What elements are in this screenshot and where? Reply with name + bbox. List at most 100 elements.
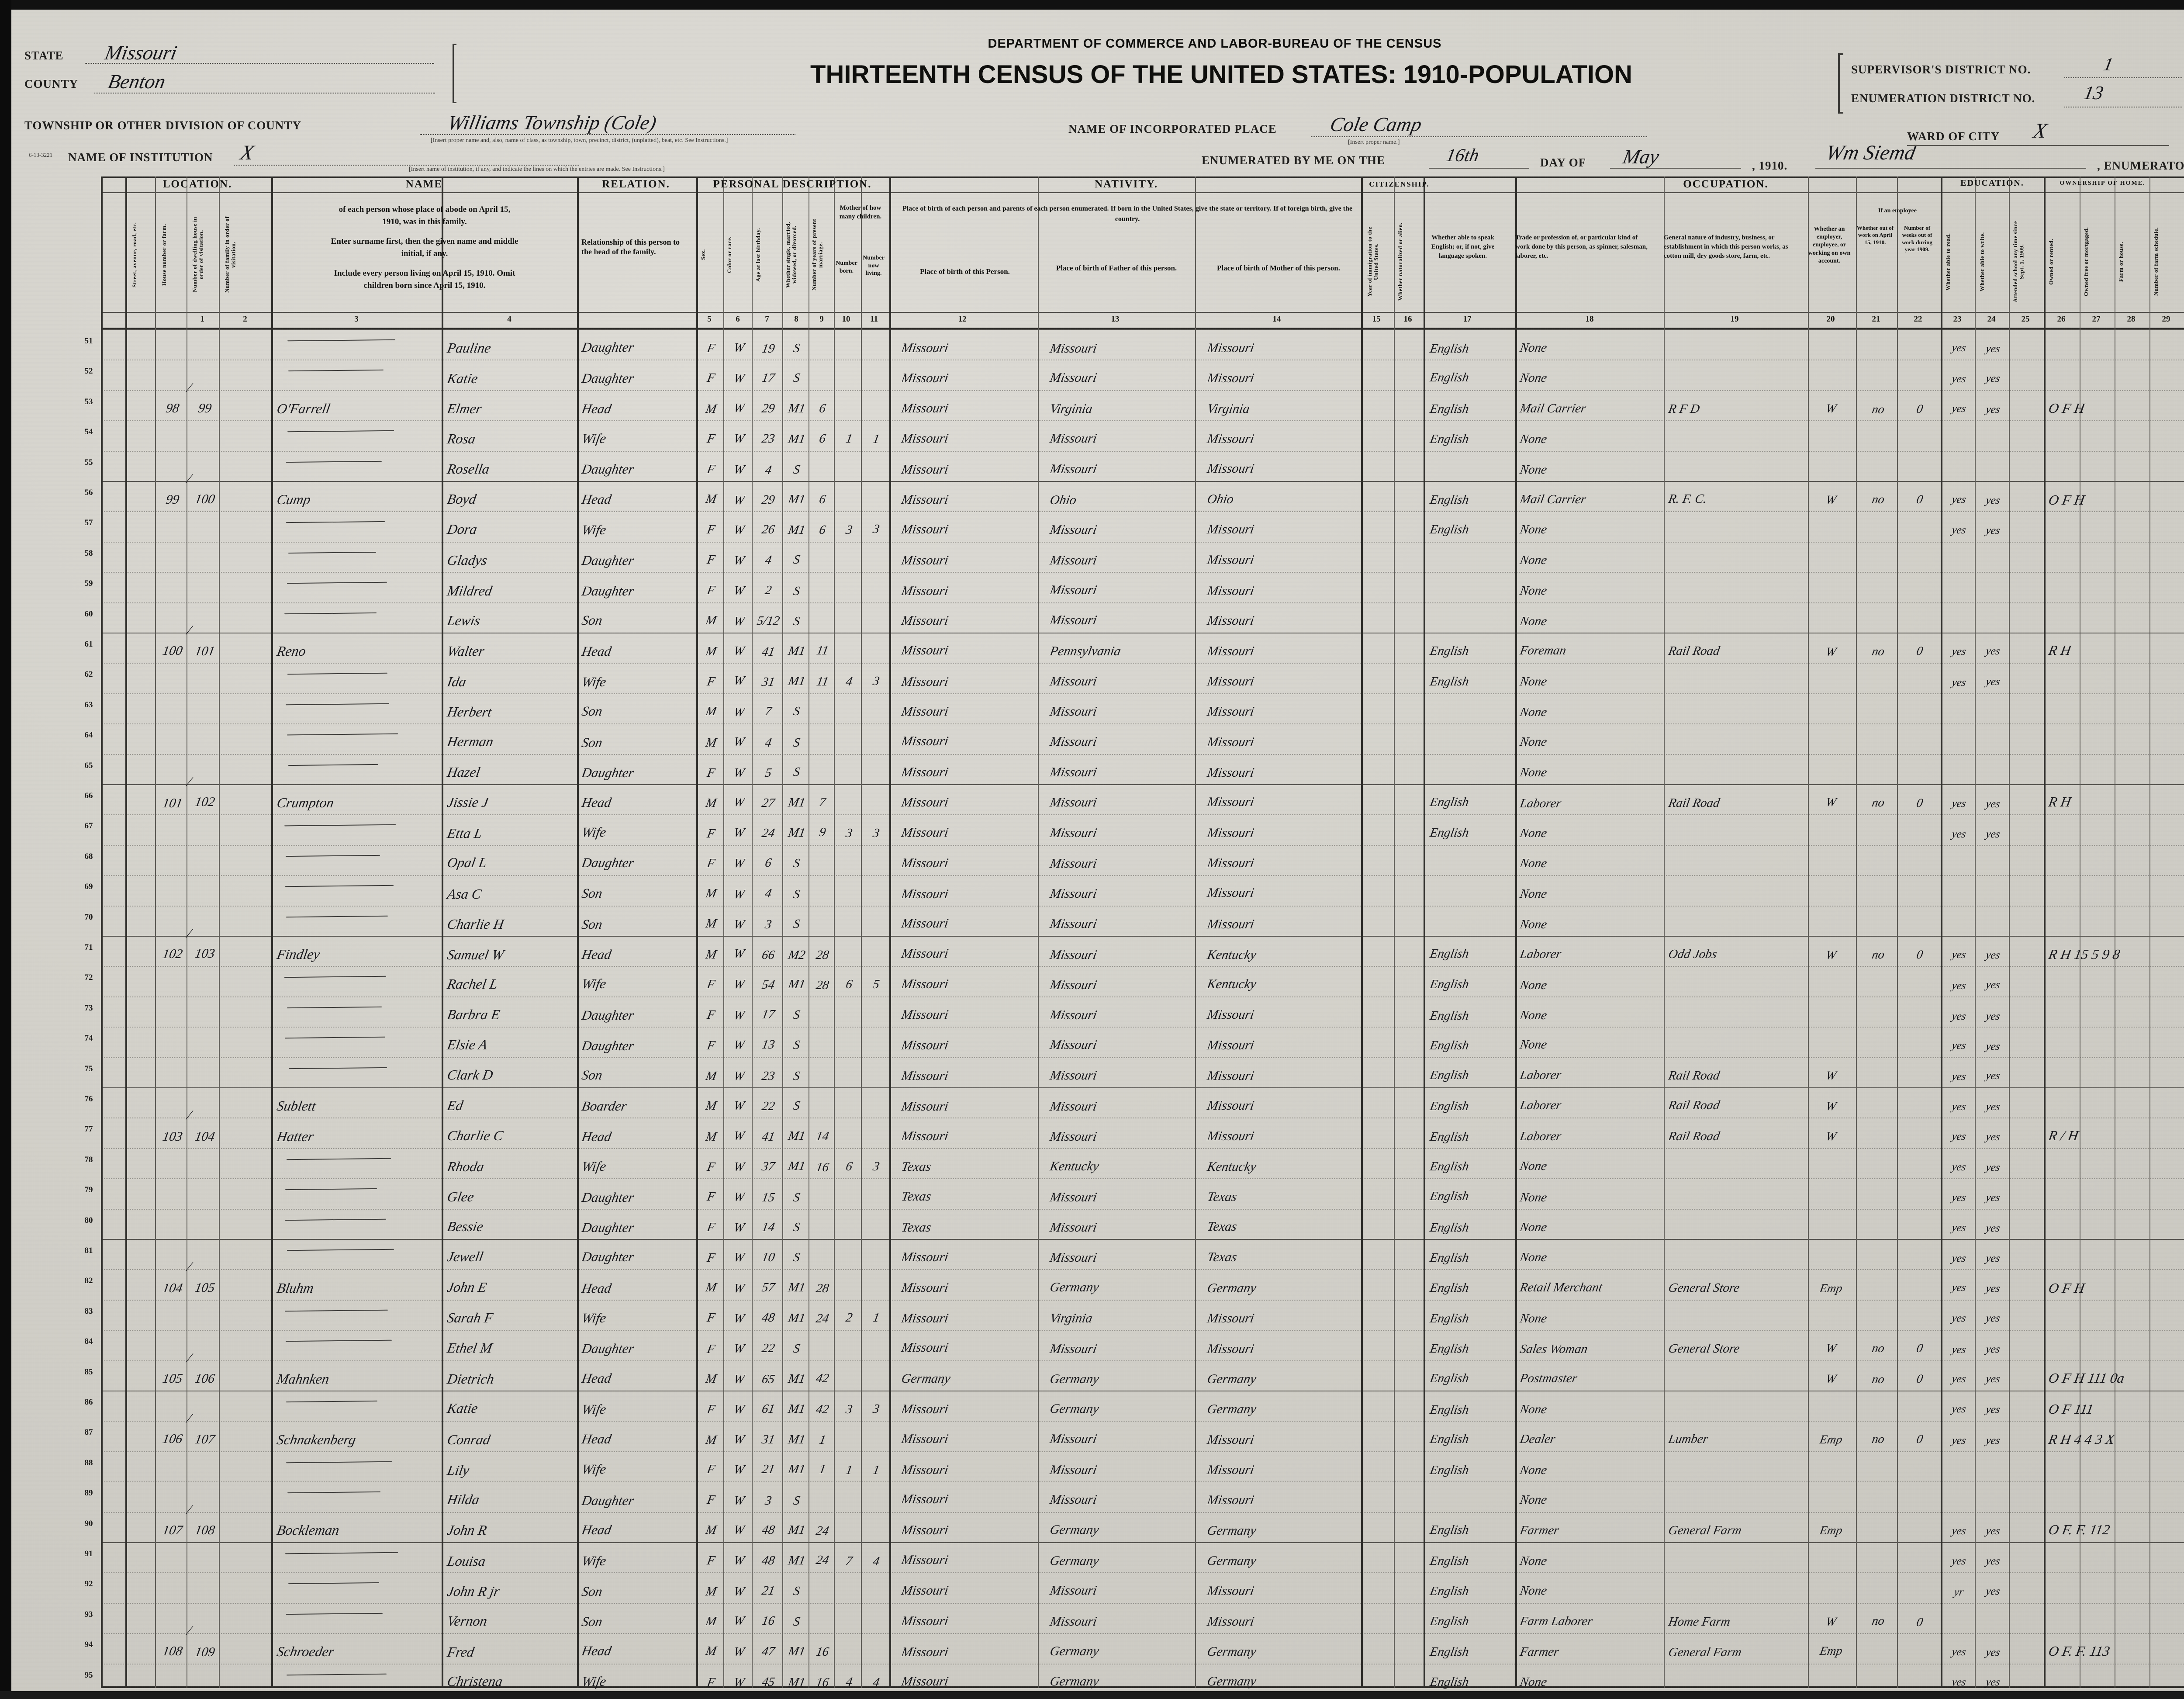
column-number: 5 — [700, 315, 719, 324]
cell-yrs: 16 — [809, 1675, 836, 1690]
cell-born: 3 — [836, 1402, 863, 1417]
cell-relation: Wife — [581, 976, 698, 992]
ditto-dash — [287, 1158, 391, 1160]
cell-relation: Daughter — [581, 553, 698, 568]
cell-given: Herman — [446, 734, 578, 750]
cell-bp_mother: Germany — [1206, 1402, 1344, 1417]
cell-race: W — [726, 1038, 753, 1052]
cell-relation: Head — [581, 491, 698, 507]
cell-race: W — [726, 917, 753, 932]
cell-relation: Son — [581, 1067, 698, 1083]
cell-occ: None — [1519, 371, 1661, 385]
cell-age: 23 — [753, 1069, 783, 1083]
cell-occ: None — [1519, 523, 1661, 537]
line-number-left: 59 — [76, 579, 101, 588]
cell-relation: Head — [581, 401, 698, 417]
cell-bp_father: Germany — [1049, 1674, 1182, 1689]
cell-given: Jewell — [446, 1249, 578, 1265]
township-note: [Insert proper name and, also, name of c… — [431, 137, 728, 144]
cell-write: yes — [1977, 1647, 2009, 1659]
cell-own: O F. F. 113 — [2047, 1643, 2184, 1659]
cell-born: 3 — [836, 826, 863, 841]
cell-bp_self: Missouri — [900, 1432, 1034, 1446]
cell-occ: None — [1519, 826, 1661, 841]
cell-bp_mother: Missouri — [1206, 341, 1344, 356]
cell-family: 106 — [188, 1371, 221, 1386]
institution-rule — [234, 165, 579, 166]
cell-weeks: 0 — [1899, 948, 1941, 962]
cell-bp_father: Missouri — [1049, 1463, 1182, 1478]
cell-marital: M1 — [783, 1644, 810, 1659]
ditto-dash — [284, 612, 377, 614]
line-number-left: 55 — [76, 458, 101, 467]
cell-bp_mother: Missouri — [1206, 826, 1344, 841]
cell-write: yes — [1977, 373, 2009, 385]
cell-occ: None — [1519, 1493, 1661, 1507]
cell-lang: English — [1429, 402, 1510, 416]
cell-given: John R jr — [446, 1583, 578, 1599]
cell-sex: F — [698, 1342, 724, 1356]
cell-class: W — [1810, 1615, 1852, 1629]
cell-bp_father: Missouri — [1049, 1614, 1182, 1629]
cell-age: 26 — [753, 523, 783, 537]
cell-read: yes — [1942, 403, 1975, 415]
cell-sex: M — [698, 1130, 724, 1144]
cell-race: W — [726, 1311, 753, 1326]
cell-class: W — [1810, 948, 1852, 962]
cell-marital: M1 — [783, 674, 810, 689]
cell-marital: S — [783, 1008, 810, 1022]
cell-bp_father: Missouri — [1049, 1068, 1182, 1083]
cell-relation: Wife — [581, 824, 698, 840]
cell-bp_father: Missouri — [1049, 613, 1182, 628]
enumerated-day: 16th — [1444, 145, 1481, 166]
cell-family: 107 — [188, 1432, 221, 1447]
cell-occ: None — [1519, 1159, 1661, 1173]
line-number-left: 60 — [76, 609, 101, 619]
cell-relation: Daughter — [581, 1249, 698, 1265]
cell-own: O F H — [2047, 492, 2184, 508]
cell-age: 16 — [753, 1614, 783, 1628]
cell-bp_mother: Germany — [1206, 1372, 1344, 1387]
cell-family: 108 — [188, 1523, 221, 1538]
cell-bp_mother: Missouri — [1206, 461, 1344, 476]
cell-sex: M — [698, 704, 724, 719]
cell-lang: English — [1429, 644, 1510, 658]
cell-marital: S — [783, 856, 810, 871]
cell-ind: Rail Road — [1667, 1129, 1805, 1144]
cell-relation: Son — [581, 703, 698, 719]
cell-relation: Daughter — [581, 1341, 698, 1356]
cell-write: yes — [1977, 525, 2009, 537]
cell-weeks: 0 — [1899, 644, 1941, 658]
cell-sex: M — [698, 736, 724, 750]
cell-yrs: 42 — [809, 1402, 836, 1417]
cell-bp_self: Missouri — [900, 916, 1034, 931]
cell-family: 99 — [188, 401, 221, 416]
cell-lang: English — [1429, 1251, 1510, 1265]
cell-class: Emp — [1810, 1433, 1852, 1447]
cell-read: yes — [1942, 1282, 1975, 1294]
ditto-dash — [287, 430, 394, 433]
column-number: 22 — [1908, 315, 1928, 324]
cell-marital: S — [783, 1250, 810, 1265]
cell-given: Asa C — [446, 886, 578, 902]
cell-bp_mother: Missouri — [1206, 432, 1344, 446]
cell-class: Emp — [1810, 1644, 1852, 1658]
cell-yrs: 28 — [809, 1281, 836, 1296]
column-number: 19 — [1725, 315, 1744, 324]
cell-sex: F — [698, 675, 724, 689]
cell-yrs: 24 — [809, 1524, 836, 1538]
cell-race: W — [726, 584, 753, 598]
cell-marital: S — [783, 1099, 810, 1113]
cell-bp_self: Germany — [900, 1371, 1034, 1386]
cell-occ: None — [1519, 463, 1661, 477]
cell-sex: M — [698, 948, 724, 962]
cell-oow: no — [1858, 796, 1899, 810]
cell-given: Rhoda — [446, 1159, 578, 1175]
cell-bp_father: Missouri — [1049, 917, 1182, 931]
cell-lang: English — [1429, 1189, 1510, 1204]
cell-marital: M1 — [783, 1129, 810, 1143]
line-number-left: 57 — [76, 518, 101, 528]
column-number: 23 — [1948, 315, 1967, 324]
cell-lang: English — [1429, 1371, 1510, 1386]
cell-ind: R F D — [1667, 402, 1805, 416]
